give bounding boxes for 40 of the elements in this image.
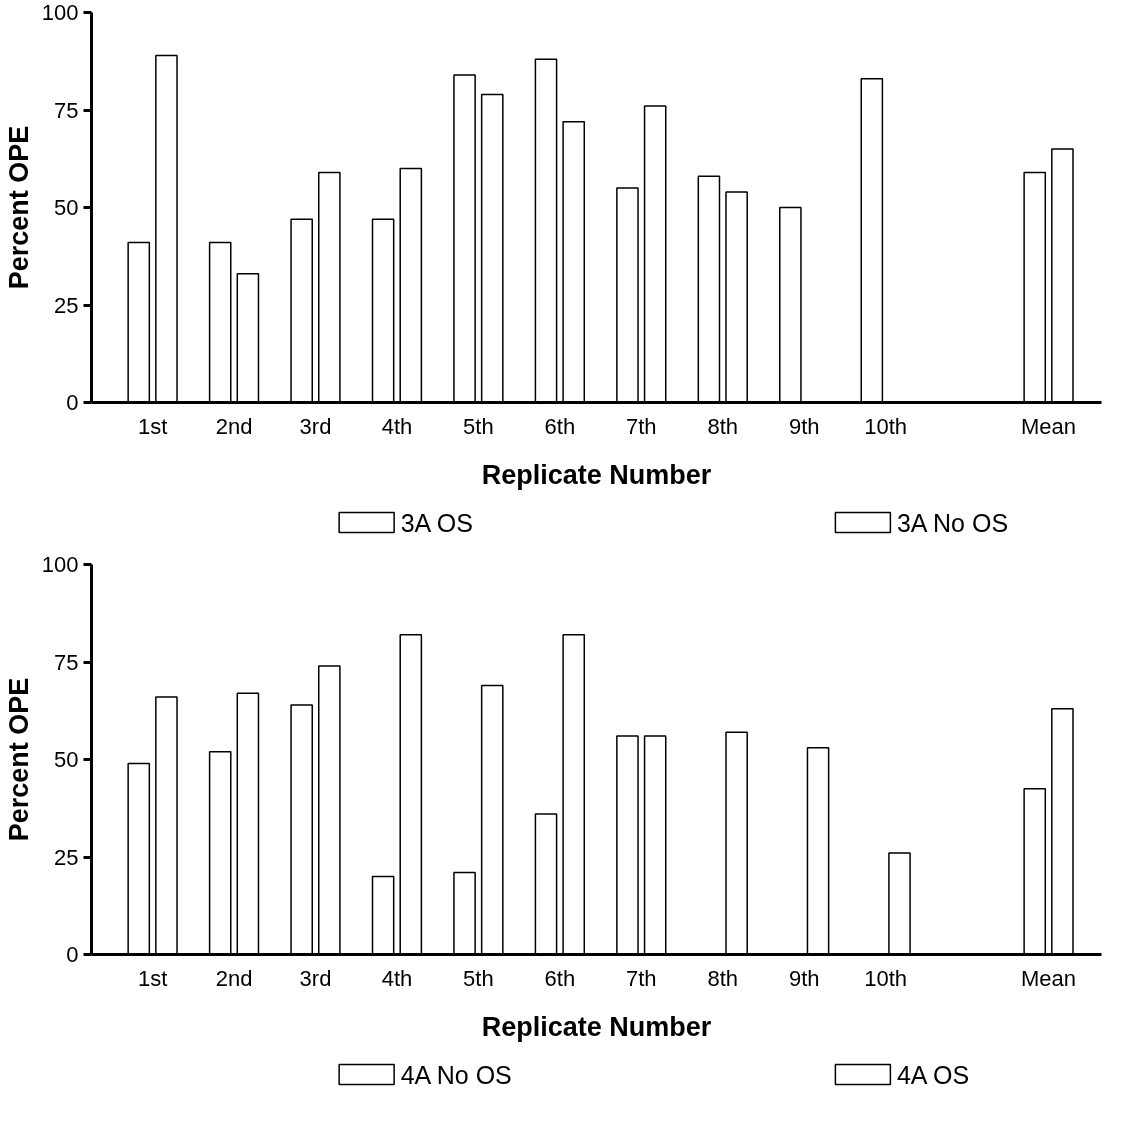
x-tick-label: 2nd	[215, 413, 253, 439]
y-tick-label: 100	[41, 0, 79, 25]
x-tick-label: 4th	[381, 413, 413, 439]
y-tick-label: 75	[54, 649, 79, 675]
x-tick-label: 9th	[788, 965, 820, 991]
y-tick-label: 0	[66, 942, 79, 967]
y-tick-label: 100	[41, 552, 79, 577]
legend-label: 3A OS	[400, 508, 473, 537]
x-tick-label: 9th	[788, 413, 820, 439]
x-tick-label: 1st	[137, 965, 168, 991]
y-tick-label: 75	[54, 97, 79, 123]
x-tick-label: 5th	[463, 965, 494, 991]
x-axis-title: Replicate Number	[481, 1011, 712, 1042]
x-tick-label: 6th	[544, 965, 576, 991]
x-tick-label: Mean	[1021, 413, 1077, 439]
x-tick-label: 7th	[626, 965, 657, 991]
legend-label: 4A No OS	[400, 1060, 512, 1089]
y-tick-label: 0	[66, 390, 79, 415]
x-tick-label: 4th	[381, 965, 413, 991]
legend-label: 4A OS	[896, 1060, 970, 1089]
x-tick-label: 8th	[707, 413, 739, 439]
x-tick-label: 1st	[137, 413, 168, 439]
x-tick-label: 7th	[626, 413, 657, 439]
x-tick-label: 5th	[463, 413, 494, 439]
x-tick-label: 8th	[707, 965, 739, 991]
x-tick-label: 3rd	[299, 413, 332, 439]
y-tick-label: 25	[54, 844, 79, 870]
x-tick-label: 6th	[544, 413, 576, 439]
y-tick-label: 50	[54, 195, 79, 220]
y-tick-label: 25	[54, 292, 79, 318]
x-tick-label: 3rd	[299, 965, 332, 991]
x-axis-title: Replicate Number	[481, 459, 712, 490]
y-axis-title: Percent OPE	[3, 125, 34, 290]
x-tick-label: 2nd	[215, 965, 253, 991]
x-tick-label: 10th	[864, 413, 908, 439]
legend-label: 3A No OS	[896, 508, 1009, 537]
y-axis-title: Percent OPE	[3, 677, 34, 842]
x-tick-label: 10th	[864, 965, 908, 991]
x-tick-label: Mean	[1021, 965, 1077, 991]
y-tick-label: 50	[54, 747, 79, 772]
